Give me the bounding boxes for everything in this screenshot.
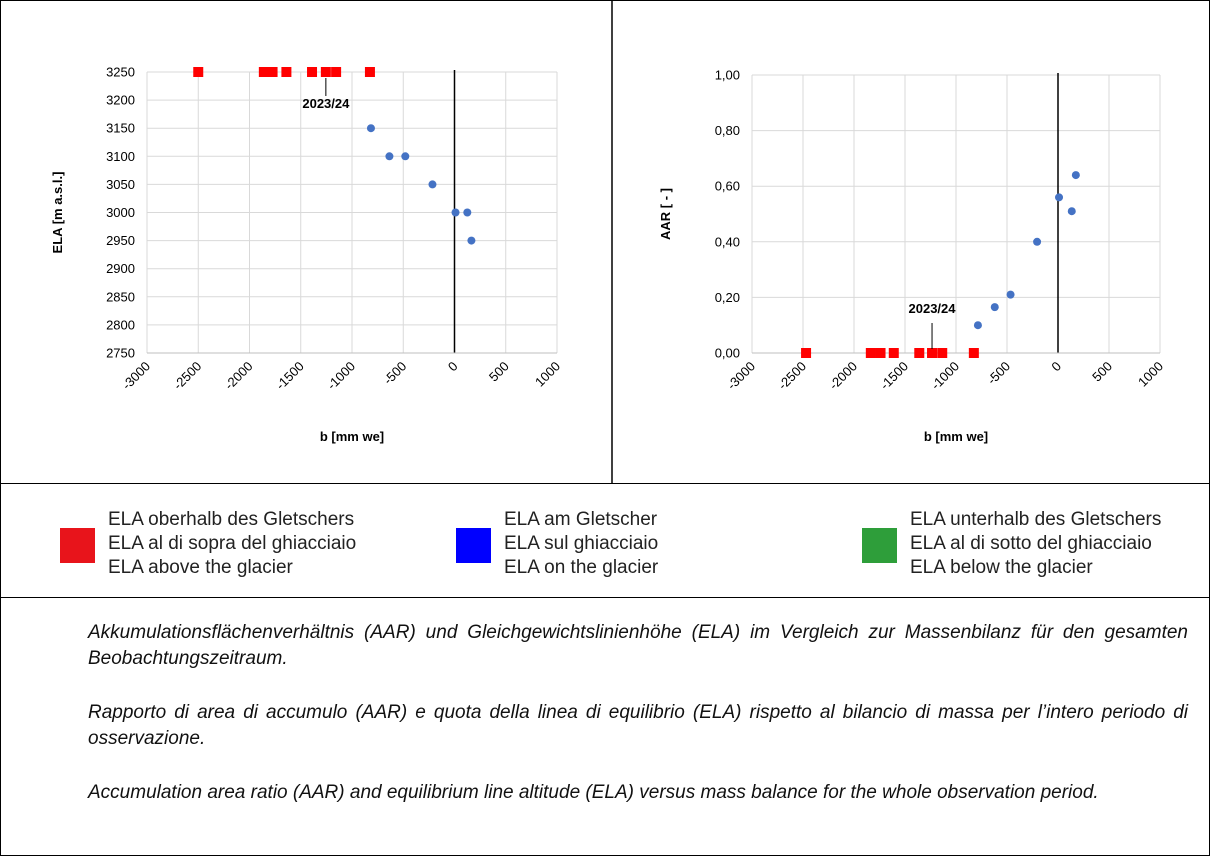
legend-line: ELA al di sopra del ghiacciaio <box>108 533 357 554</box>
y-tick-label: 0,20 <box>715 290 740 305</box>
y-tick-label: 3100 <box>106 149 135 164</box>
caption: Akkumulationsflächenverhältnis (AAR) und… <box>88 620 1188 834</box>
y-tick-label: 3200 <box>106 93 135 108</box>
point <box>451 208 460 217</box>
x-tick-label: -2000 <box>222 359 256 393</box>
x-tick-label: 1000 <box>532 359 563 390</box>
y-axis-title: ELA [m a.s.l.] <box>50 172 65 254</box>
x-tick-label: -1000 <box>324 359 358 393</box>
y-tick-label: 3000 <box>106 205 135 220</box>
legend-text: ELA unterhalb des Gletschers ELA al di so… <box>910 508 1161 580</box>
legend-line: ELA on the glacier <box>504 557 659 578</box>
x-tick-label: -1500 <box>273 359 307 393</box>
point <box>888 348 899 358</box>
y-tick-label: 3050 <box>106 177 135 192</box>
x-tick-label: -500 <box>380 359 409 388</box>
legend-line: ELA above the glacier <box>108 557 293 578</box>
legend-line: ELA sul ghiacciaio <box>504 533 659 554</box>
x-tick-label: -1500 <box>877 359 911 393</box>
point <box>193 67 204 77</box>
x-axis-title: b [mm we] <box>924 429 988 444</box>
legend-text: ELA oberhalb des Gletschers ELA al di sop… <box>108 508 356 580</box>
legend-line: ELA am Gletscher <box>504 509 658 530</box>
point <box>364 67 375 77</box>
x-tick-label: -3000 <box>119 359 153 393</box>
y-tick-label: 3150 <box>106 121 135 136</box>
point <box>281 67 292 77</box>
point <box>428 180 437 189</box>
caption-paragraph: Rapporto di area di accumulo (AAR) e quo… <box>88 702 1188 749</box>
legend-line: ELA below the glacier <box>910 557 1093 578</box>
x-tick-label: 500 <box>1089 359 1115 385</box>
point <box>1071 171 1080 180</box>
caption-paragraph: Accumulation area ratio (AAR) and equili… <box>88 782 1099 803</box>
y-tick-label: 0,00 <box>715 346 740 361</box>
legend-line: ELA unterhalb des Gletschers <box>910 509 1162 530</box>
y-tick-label: 1,00 <box>715 68 740 83</box>
x-tick-label: 0 <box>1048 359 1064 375</box>
x-tick-label: 0 <box>445 359 461 375</box>
legend-swatch <box>60 528 95 563</box>
y-tick-label: 2850 <box>106 289 135 304</box>
point <box>973 321 982 330</box>
x-tick-label: 1000 <box>1135 359 1166 390</box>
charts: 2750 2800 2850 2900 2950 3000 3050 3100 3150 3200… <box>50 0 1166 483</box>
point <box>267 67 278 77</box>
y-tick-label: 2800 <box>106 317 135 332</box>
point <box>865 348 876 358</box>
legend-line: ELA oberhalb des Gletschers <box>108 509 355 530</box>
point <box>801 348 812 358</box>
point <box>385 152 394 161</box>
x-tick-label: -2500 <box>170 359 204 393</box>
point <box>1006 290 1015 299</box>
point <box>1033 237 1042 246</box>
x-tick-label: -3000 <box>724 359 758 393</box>
legend-swatch <box>862 528 897 563</box>
point <box>307 67 318 77</box>
point <box>1055 193 1064 202</box>
y-tick-label: 0,60 <box>715 179 740 194</box>
point <box>914 348 925 358</box>
point <box>875 348 886 358</box>
annotation: 2023/24 <box>909 301 957 316</box>
legend-swatch <box>456 528 491 563</box>
y-tick-label: 2900 <box>106 261 135 276</box>
annotation: 2023/24 <box>302 96 350 111</box>
x-tick-label: 500 <box>486 359 512 385</box>
point <box>463 208 472 217</box>
caption-paragraph: Akkumulationsflächenverhältnis (AAR) und… <box>88 622 1188 669</box>
y-tick-label: 0,40 <box>715 234 740 249</box>
point <box>366 124 375 133</box>
y-tick-label: 2950 <box>106 233 135 248</box>
y-tick-label: 0,80 <box>715 123 740 138</box>
point <box>968 348 979 358</box>
point <box>401 152 410 161</box>
point <box>331 67 342 77</box>
x-tick-label: -1000 <box>928 359 962 393</box>
point <box>258 67 269 77</box>
legend-line: ELA al di sotto del ghiacciaio <box>910 533 1152 554</box>
point <box>320 67 331 77</box>
x-tick-label: -500 <box>984 359 1013 388</box>
y-axis-title: AAR [ - ] <box>658 188 673 240</box>
point <box>1067 207 1076 216</box>
point <box>990 303 999 312</box>
point <box>927 348 938 358</box>
x-axis-title: b [mm we] <box>320 429 384 444</box>
legend: ELA oberhalb des Gletschers ELA al di sop… <box>0 483 1210 598</box>
legend-text: ELA am Gletscher ELA sul ghiacciaio ELA on… <box>504 508 658 580</box>
x-tick-label: -2000 <box>826 359 860 393</box>
y-tick-label: 3250 <box>106 65 135 80</box>
point <box>467 236 476 245</box>
y-tick-label: 2750 <box>106 346 135 361</box>
point <box>937 348 948 358</box>
x-tick-label: -2500 <box>775 359 809 393</box>
